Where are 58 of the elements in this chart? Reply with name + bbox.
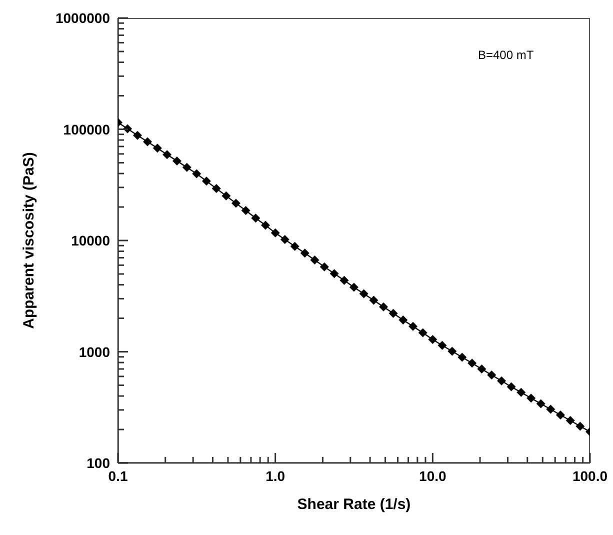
point [497, 376, 506, 386]
x-tick-label: 0.1 [108, 468, 128, 484]
point [516, 388, 526, 397]
y-tick-label: 10000 [71, 232, 110, 248]
point [231, 198, 240, 208]
point [576, 422, 585, 431]
point [379, 302, 388, 312]
point [506, 382, 516, 392]
point [388, 308, 398, 318]
point [261, 220, 270, 230]
point [241, 206, 250, 216]
point [566, 416, 575, 425]
y-tick-label: 1000000 [55, 10, 110, 26]
point [280, 235, 290, 244]
point [310, 255, 320, 264]
point [212, 184, 221, 194]
point [202, 176, 211, 186]
point [359, 289, 368, 298]
point [300, 248, 310, 258]
point [222, 191, 231, 200]
point [330, 269, 339, 278]
point [556, 410, 565, 420]
point [172, 156, 182, 166]
point [290, 242, 300, 251]
point [546, 404, 556, 414]
point [526, 394, 536, 403]
point [408, 322, 418, 331]
y-axis-title: Apparent viscosity (PaS) [20, 152, 38, 329]
x-tick-label: 10.0 [419, 468, 447, 484]
point [182, 162, 192, 172]
point [536, 399, 546, 408]
point [418, 328, 428, 338]
point [438, 340, 447, 350]
y-tick-label: 100000 [63, 121, 110, 138]
point [398, 315, 408, 324]
point [448, 346, 457, 356]
x-axis-title: Shear Rate (1/s) [297, 496, 411, 513]
annotation: B=400 mT [478, 48, 534, 62]
point [340, 276, 349, 285]
point [487, 370, 496, 380]
point [192, 169, 202, 178]
point [251, 214, 260, 223]
point [270, 228, 280, 238]
point [458, 352, 467, 362]
point [349, 282, 358, 292]
point [152, 144, 162, 153]
point [162, 150, 172, 160]
y-tick-label: 1000 [78, 344, 110, 360]
x-tick-label: 1.0 [266, 468, 286, 484]
point [132, 130, 142, 140]
point [320, 262, 329, 272]
point [477, 364, 486, 374]
point [369, 296, 378, 305]
point [428, 334, 438, 344]
y-tick-label: 100 [86, 455, 110, 471]
point [468, 358, 477, 368]
x-tick-label: 100.0 [572, 468, 608, 484]
point [143, 137, 152, 146]
